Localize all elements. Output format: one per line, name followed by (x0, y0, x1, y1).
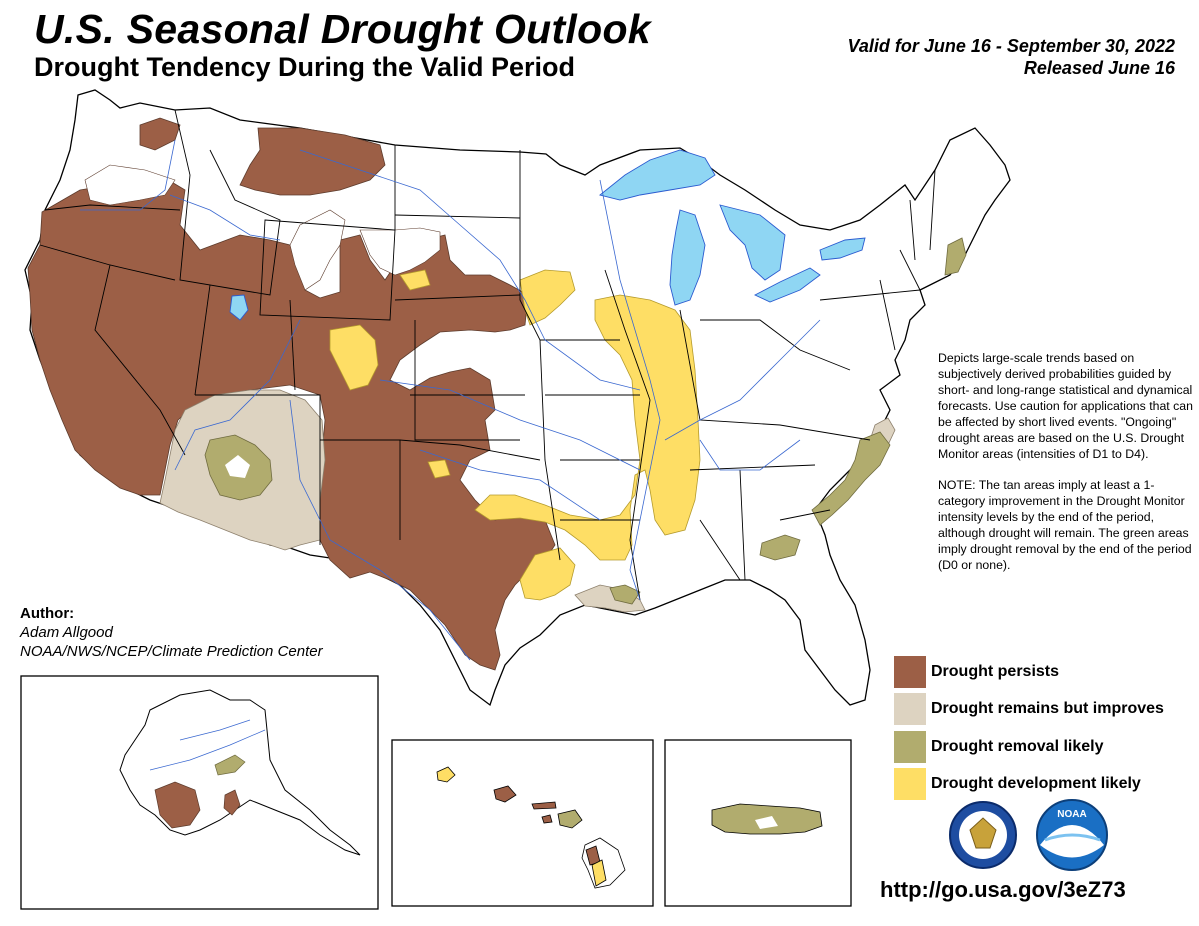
validity-dates: Valid for June 16 - September 30, 2022 R… (848, 35, 1175, 79)
lake-superior (599, 149, 716, 201)
legend-label-persists: Drought persists (931, 663, 1060, 680)
dakotas (394, 214, 521, 301)
puerto-rico (711, 803, 823, 835)
missouri-river (299, 149, 641, 391)
legend-label-removal: Drought removal likely (931, 738, 1104, 755)
lake-huron (719, 204, 786, 281)
development-colorado (329, 324, 379, 391)
page-title: U.S. Seasonal Drought Outlook (34, 6, 651, 52)
legend-label-improves: Drought remains but improves (931, 700, 1164, 717)
description-para-2: NOTE: The tan areas imply at least a 1-c… (938, 478, 1192, 572)
removal-georgia (759, 534, 801, 561)
big-island-develop (591, 859, 607, 887)
ok-tx (399, 439, 541, 461)
author-heading: Author: (20, 605, 75, 622)
persists-montana (239, 127, 386, 196)
hawaii (436, 766, 626, 889)
ohio-river (664, 319, 821, 441)
tennessee-river (699, 439, 801, 471)
removal-carolinas (811, 431, 891, 526)
oahu (493, 785, 517, 803)
author-block: Author: Adam Allgood NOAA/NWS/NCEP/Clima… (20, 604, 323, 661)
ut-co-border (289, 299, 296, 391)
northeast (819, 169, 936, 351)
great-lakes (229, 149, 866, 321)
wa-or-border (44, 204, 181, 211)
alaska-persists-2 (223, 789, 241, 816)
nv-ut-border (194, 284, 211, 396)
removal-new-england (944, 237, 967, 276)
development-areas (329, 269, 701, 601)
red-river (419, 449, 601, 521)
arkansas-river (379, 379, 641, 471)
mississippi-line (604, 269, 651, 601)
kauai (436, 766, 456, 783)
ohio-valley (679, 309, 871, 441)
short-url-link[interactable]: http://go.usa.gov/3eZ73 (880, 877, 1126, 902)
nm-tx (320, 439, 401, 540)
molokai (531, 801, 557, 810)
development-midwest (474, 294, 701, 561)
hole-nebraska (359, 227, 441, 276)
id-border (174, 109, 281, 296)
development-texas-panhandle (427, 459, 451, 479)
ca-nv-border (94, 264, 186, 456)
legend-swatch-improves (894, 693, 926, 725)
alaska-removal (214, 754, 246, 776)
co-ks (414, 320, 520, 441)
development-iowa (519, 269, 576, 326)
page-subtitle: Drought Tendency During the Valid Period (34, 52, 576, 82)
valid-period: Valid for June 16 - September 30, 2022 (847, 36, 1175, 56)
lake-erie (753, 267, 821, 303)
legend-item-improves: Drought remains but improves (894, 693, 1199, 727)
legend-label-development: Drought development likely (931, 775, 1141, 792)
rio-grande (289, 399, 471, 661)
hole-arizona-inner (225, 455, 250, 478)
midwest-lines (540, 339, 640, 521)
az-nm-border (195, 394, 321, 545)
noaa-logo-icon: NOAA (1036, 799, 1108, 871)
legend-swatch-persists (894, 656, 926, 688)
columbia-river (80, 139, 176, 211)
legend-swatch-development (894, 768, 926, 800)
hole-oregon (84, 164, 176, 206)
development-wyoming (399, 269, 431, 291)
author-org: NOAA/NWS/NCEP/Climate Prediction Center (20, 643, 323, 660)
release-date: Released June 16 (1023, 58, 1175, 78)
great-salt-lake (229, 294, 249, 321)
removal-gulf (609, 584, 641, 605)
colorado-river (174, 319, 301, 471)
hole-wyoming (289, 209, 346, 291)
legend-item-development: Drought development likely (894, 768, 1199, 802)
lake-michigan (669, 209, 706, 306)
snake-river (169, 194, 281, 241)
lake-ontario (819, 237, 866, 261)
commerce-seal-icon (949, 801, 1017, 869)
development-texas-east (519, 547, 576, 601)
description-para-1: Depicts large-scale trends based on subj… (938, 351, 1193, 461)
alaska-rivers (149, 719, 266, 771)
author-name: Adam Allgood (20, 624, 113, 641)
noaa-logo-text: NOAA (1057, 809, 1086, 820)
alaska-persists (154, 781, 201, 829)
mississippi-river (599, 179, 661, 601)
description-text: Depicts large-scale trends based on subj… (938, 350, 1196, 588)
maui (557, 809, 583, 829)
alaska (119, 689, 361, 856)
lanai (541, 814, 553, 824)
non-drought-holes (84, 164, 441, 291)
legend-item-persists: Drought persists (894, 656, 1199, 690)
state-boundaries (39, 109, 936, 601)
legend-item-removal: Drought removal likely (894, 731, 1199, 765)
wy-border (259, 219, 396, 321)
legend-swatch-removal (894, 731, 926, 763)
rivers (80, 139, 821, 661)
drought-persists-areas (27, 117, 556, 671)
puerto-rico-hole (755, 816, 778, 829)
southeast (689, 464, 831, 581)
